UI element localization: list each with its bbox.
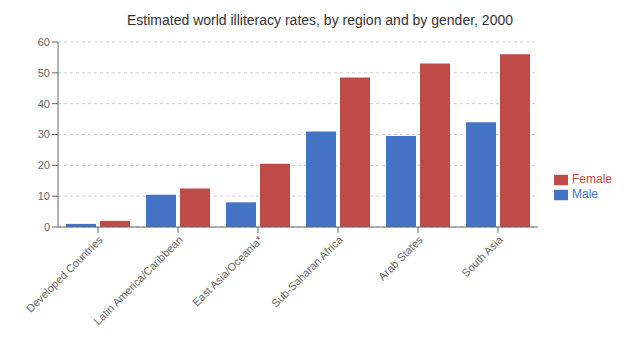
- svg-text:Sub-Saharan Africa: Sub-Saharan Africa: [269, 233, 346, 310]
- svg-text:East Asia/Oceania*: East Asia/Oceania*: [190, 233, 266, 309]
- svg-text:Latin America/Caribbean: Latin America/Caribbean: [91, 233, 185, 327]
- svg-text:Arab States: Arab States: [376, 233, 425, 282]
- svg-text:50: 50: [38, 67, 50, 79]
- svg-text:South Asia: South Asia: [459, 233, 505, 279]
- svg-text:Developed Countries: Developed Countries: [24, 233, 105, 314]
- html-text:Female: Female: [572, 172, 612, 187]
- html-text:Estimated world illiteracy rat: Estimated world illiteracy rates, by reg…: [127, 12, 513, 28]
- svg-text:40: 40: [38, 98, 50, 110]
- svg-text:0: 0: [44, 221, 50, 233]
- svg-text:10: 10: [38, 190, 50, 202]
- svg-text:30: 30: [38, 128, 50, 140]
- svg-text:60: 60: [38, 36, 50, 48]
- svg-text:20: 20: [38, 159, 50, 171]
- html-text:Male: Male: [572, 187, 598, 201]
